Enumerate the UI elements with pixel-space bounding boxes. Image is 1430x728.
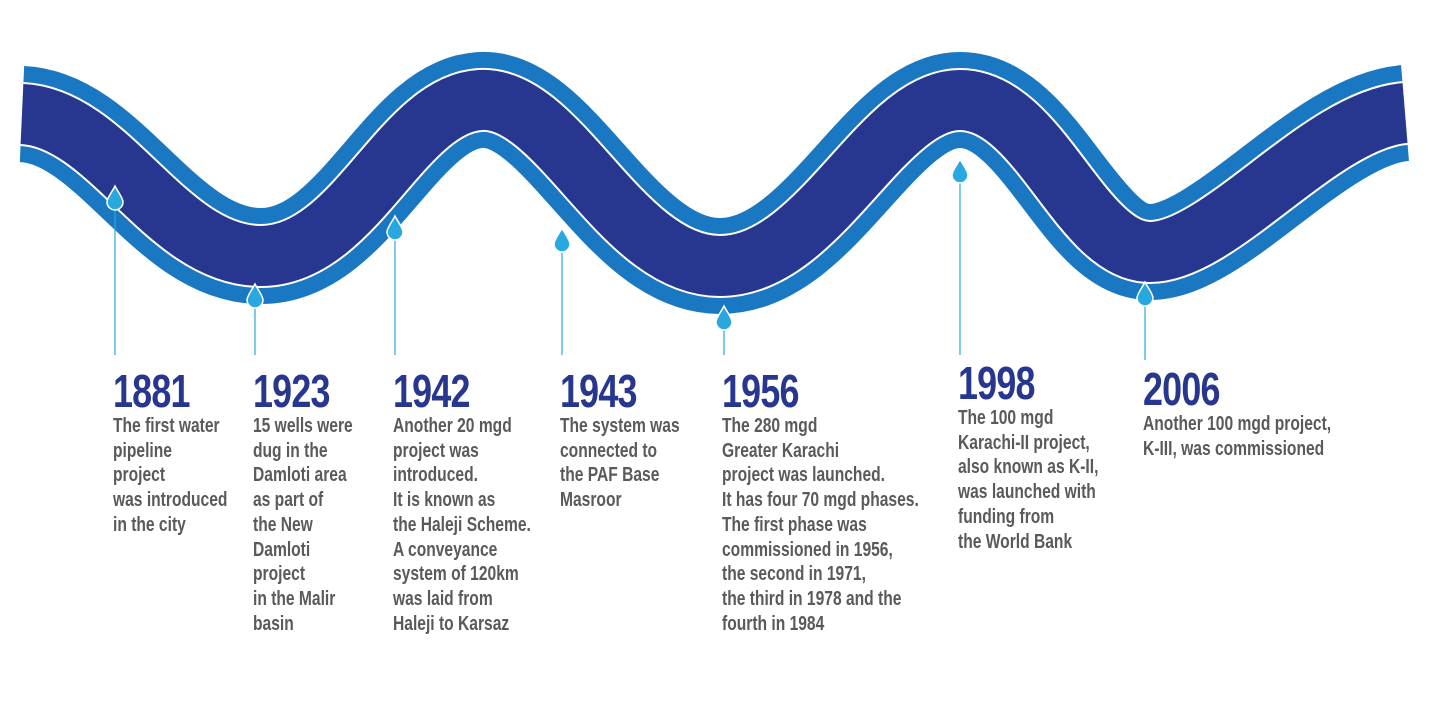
event-text: K-III, was commissioned: [1143, 437, 1325, 460]
event-text: the New: [253, 513, 313, 536]
event-text: The first phase was: [722, 513, 867, 536]
event-year: 1923: [253, 365, 330, 417]
event-text: Damloti area: [253, 464, 347, 487]
water-drop: [951, 157, 969, 184]
water-drop: [386, 214, 404, 241]
event-year: 1943: [560, 365, 637, 417]
event-year: 1942: [393, 365, 470, 417]
event-text: dug in the: [253, 439, 328, 462]
water-drop: [106, 184, 124, 211]
event-text: project was: [393, 439, 479, 462]
event-text: commissioned in 1956,: [722, 538, 893, 561]
water-drop: [1136, 280, 1154, 307]
event: 1943 The system was connected to the PAF Ba…: [560, 368, 680, 513]
event-year: 1881: [113, 365, 190, 417]
event: 2006 Another 100 mgd project, K-III, was c…: [1143, 366, 1331, 461]
event-text: connected to: [560, 439, 658, 462]
wave: [16, 51, 1413, 315]
event-text: project: [253, 563, 306, 586]
event: 1998 The 100 mgd Karachi-II project, also k…: [958, 360, 1098, 554]
event-text: The system was: [560, 415, 680, 437]
event-text: basin: [253, 612, 294, 635]
event-year: 2006: [1143, 363, 1220, 415]
event-text: project was launched.: [722, 464, 885, 487]
event: 1923 15 wells were dug in the Damloti area a…: [253, 368, 353, 636]
event-text: as part of: [253, 489, 324, 512]
event-text: was launched with: [958, 481, 1096, 504]
event-text: in the Malir: [253, 587, 336, 610]
markers: [106, 157, 1154, 360]
event-text: 15 wells were: [253, 415, 353, 437]
water-drop: [553, 226, 571, 253]
event-text: the second in 1971,: [722, 563, 866, 586]
event-text: Damloti: [253, 538, 311, 561]
event-text: Another 100 mgd project,: [1143, 413, 1332, 435]
water-drop: [246, 282, 264, 309]
event-text: It has four 70 mgd phases.: [722, 489, 919, 512]
event-text: fourth in 1984: [722, 612, 825, 635]
event-year: 1956: [722, 365, 799, 417]
event-text: Masroor: [560, 489, 622, 512]
event-text: It is known as: [393, 489, 496, 512]
event-text: the PAF Base: [560, 464, 660, 487]
event-text: The 280 mgd: [722, 415, 818, 437]
event-text: Haleji to Karsaz: [393, 612, 510, 635]
event: 1942 Another 20 mgd project was introduced.…: [393, 368, 531, 636]
event-text: was laid from: [393, 587, 493, 610]
event-text: introduced.: [393, 464, 478, 487]
event: 1881 The first water pipeline project was in…: [113, 368, 227, 538]
event-text: funding from: [958, 505, 1055, 528]
event-text: Greater Karachi: [722, 439, 840, 462]
event-text: The first water: [113, 415, 220, 437]
event-text: The 100 mgd: [958, 407, 1054, 429]
event: 1956 The 280 mgd Greater Karachi project wa…: [722, 368, 919, 636]
water-drop: [715, 304, 733, 331]
event-text: the World Bank: [958, 530, 1073, 553]
wave-inner: [18, 69, 1410, 297]
event-text: Another 20 mgd: [393, 415, 512, 437]
event-text: system of 120km: [393, 563, 519, 586]
event-text: was introduced: [113, 489, 228, 512]
event-text: the Haleji Scheme.: [393, 513, 531, 536]
event-text: also known as K-II,: [958, 456, 1099, 479]
event-text: Karachi-II project,: [958, 431, 1090, 454]
event-text: pipeline: [113, 439, 172, 462]
event-text: A conveyance: [393, 538, 498, 561]
event-text: project: [113, 464, 166, 487]
event-text: in the city: [113, 513, 186, 536]
event-year: 1998: [958, 357, 1035, 409]
event-text: the third in 1978 and the: [722, 587, 902, 610]
